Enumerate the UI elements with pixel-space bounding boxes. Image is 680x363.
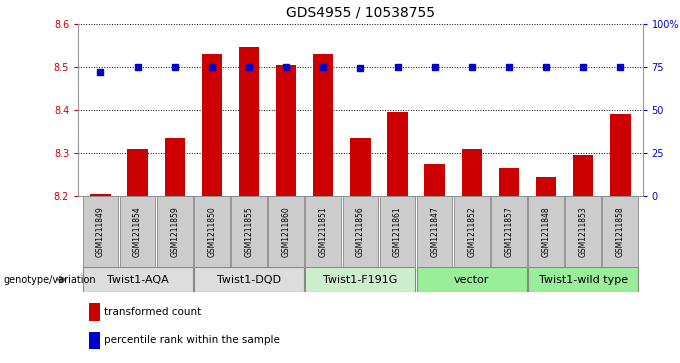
Bar — [528, 267, 638, 292]
Text: genotype/variation: genotype/variation — [4, 274, 97, 285]
Bar — [239, 47, 259, 196]
Bar — [343, 196, 378, 267]
Bar — [276, 65, 296, 196]
Bar — [498, 168, 519, 196]
Text: GSM1211860: GSM1211860 — [282, 206, 290, 257]
Bar — [194, 267, 304, 292]
Text: GSM1211848: GSM1211848 — [541, 206, 551, 257]
Text: GSM1211850: GSM1211850 — [207, 206, 216, 257]
Bar — [602, 196, 638, 267]
Bar — [157, 196, 192, 267]
Text: vector: vector — [454, 274, 490, 285]
Bar — [491, 196, 527, 267]
Bar — [536, 177, 556, 196]
Bar — [417, 196, 452, 267]
Bar — [83, 196, 118, 267]
Text: GSM1211861: GSM1211861 — [393, 206, 402, 257]
Bar — [454, 196, 490, 267]
Bar — [528, 196, 564, 267]
Bar — [462, 148, 482, 196]
Bar — [305, 196, 341, 267]
Text: GSM1211859: GSM1211859 — [170, 206, 180, 257]
Text: GSM1211855: GSM1211855 — [245, 206, 254, 257]
Text: Twist1-DQD: Twist1-DQD — [217, 274, 281, 285]
Bar — [388, 112, 408, 196]
Text: GSM1211856: GSM1211856 — [356, 206, 365, 257]
Bar — [417, 267, 527, 292]
Bar — [231, 196, 267, 267]
Bar — [565, 196, 601, 267]
Text: transformed count: transformed count — [103, 307, 201, 317]
Text: GSM1211857: GSM1211857 — [505, 206, 513, 257]
Bar — [90, 332, 100, 349]
Bar — [269, 196, 304, 267]
Text: GSM1211847: GSM1211847 — [430, 206, 439, 257]
Bar — [90, 194, 111, 196]
Text: GSM1211858: GSM1211858 — [616, 206, 625, 257]
Bar — [127, 148, 148, 196]
Bar — [194, 196, 230, 267]
Bar — [610, 114, 630, 196]
Bar — [90, 303, 100, 321]
Text: GSM1211854: GSM1211854 — [133, 206, 142, 257]
Bar — [424, 164, 445, 196]
Text: Twist1-wild type: Twist1-wild type — [539, 274, 628, 285]
Text: GSM1211852: GSM1211852 — [467, 206, 476, 257]
Bar — [202, 54, 222, 196]
Text: percentile rank within the sample: percentile rank within the sample — [103, 335, 279, 346]
Bar — [305, 267, 415, 292]
Text: Twist1-AQA: Twist1-AQA — [107, 274, 169, 285]
Bar — [379, 196, 415, 267]
Title: GDS4955 / 10538755: GDS4955 / 10538755 — [286, 6, 435, 20]
Text: GSM1211851: GSM1211851 — [319, 206, 328, 257]
Bar — [165, 138, 185, 196]
Bar — [120, 196, 156, 267]
Bar — [313, 54, 333, 196]
Bar — [350, 138, 371, 196]
Bar — [83, 267, 192, 292]
Bar — [573, 155, 594, 196]
Text: GSM1211853: GSM1211853 — [579, 206, 588, 257]
Text: GSM1211849: GSM1211849 — [96, 206, 105, 257]
Text: Twist1-F191G: Twist1-F191G — [323, 274, 398, 285]
